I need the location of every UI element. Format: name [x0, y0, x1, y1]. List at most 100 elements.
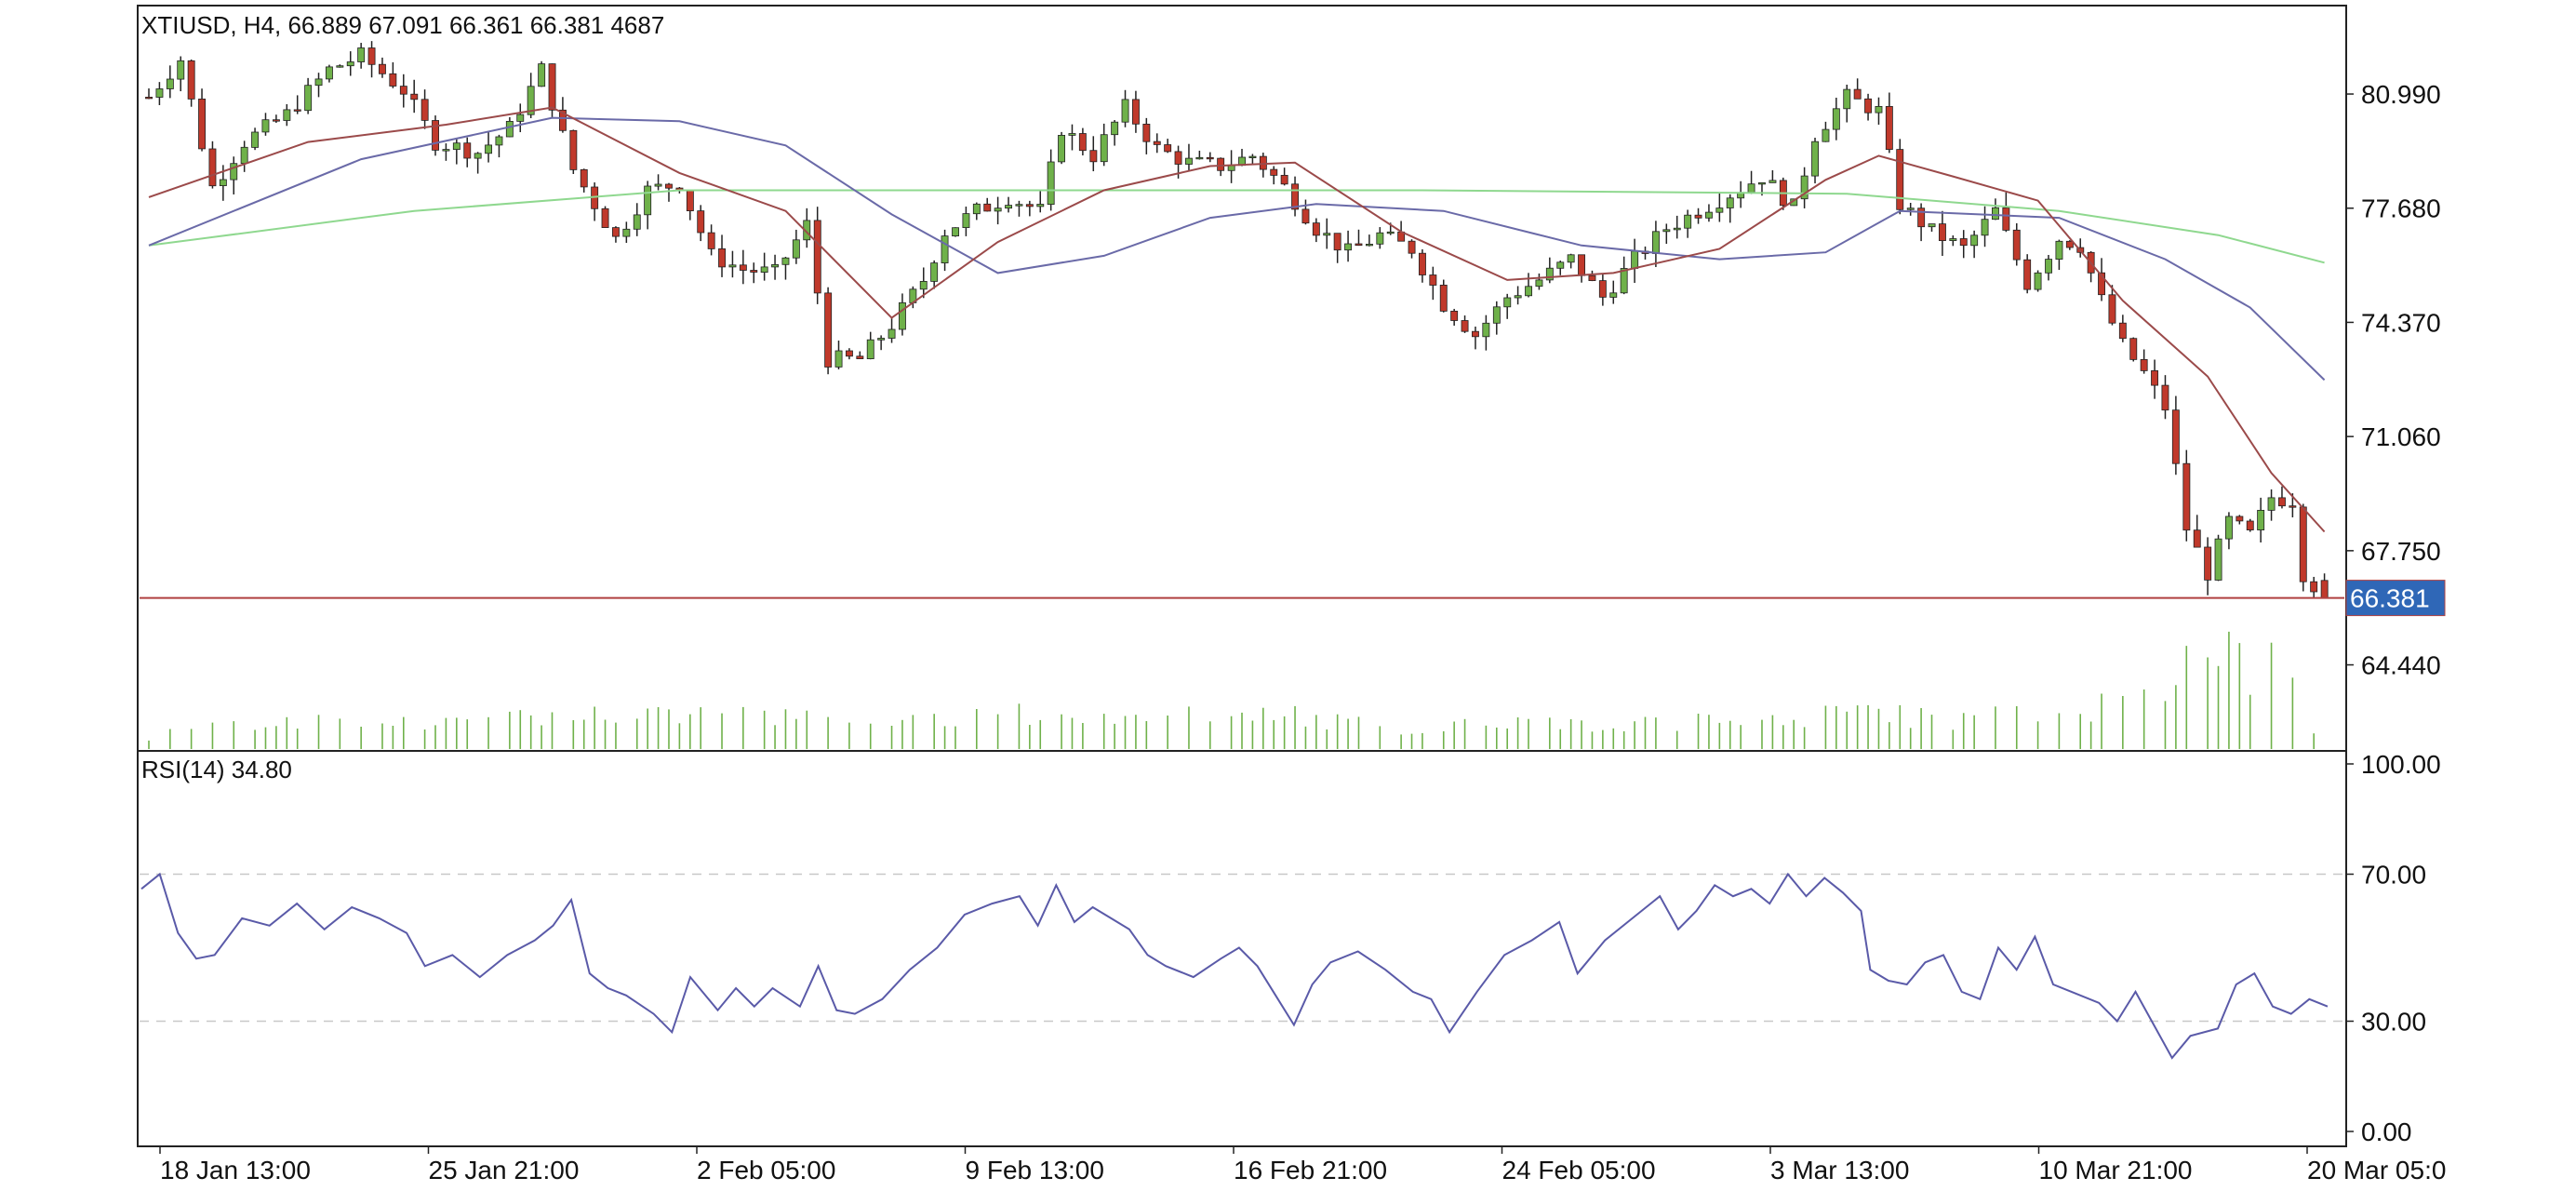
rsi-header: RSI(14) 34.80	[141, 756, 292, 783]
candle	[1588, 270, 1596, 282]
rsi-axis-ticks: 100.00 70.00 30.00 0.00	[2346, 750, 2441, 1146]
candle	[177, 56, 185, 92]
candle	[155, 82, 164, 106]
candle	[325, 64, 333, 83]
candle	[1726, 194, 1734, 223]
rsi-tick-label: 30.00	[2361, 1008, 2426, 1037]
candle	[495, 134, 503, 158]
candle	[622, 221, 631, 243]
volume-bars	[148, 631, 2315, 749]
candle	[2055, 239, 2063, 271]
candle	[283, 103, 291, 127]
candle	[2236, 515, 2244, 525]
candle	[813, 207, 821, 304]
candle	[1631, 238, 1639, 284]
price-tick-label: 77.680	[2361, 194, 2441, 223]
candle	[1429, 266, 1437, 301]
moving-average-mid	[148, 116, 2326, 381]
candle	[1015, 200, 1023, 217]
current-price-value: 66.381	[2350, 584, 2430, 613]
candle	[1217, 157, 1225, 177]
candle	[781, 256, 790, 280]
candle	[1025, 200, 1034, 217]
candle	[1822, 121, 1830, 142]
candle	[1482, 314, 1490, 351]
candle	[1885, 92, 1893, 154]
candle	[1853, 78, 1862, 100]
candle	[474, 152, 482, 174]
candle	[1121, 89, 1129, 127]
candle	[612, 226, 620, 243]
candle	[485, 131, 492, 163]
candle	[463, 137, 472, 167]
candle	[1111, 120, 1119, 146]
candle	[1609, 280, 1618, 304]
candle	[697, 205, 705, 242]
candle	[442, 143, 450, 161]
candle	[1578, 254, 1585, 283]
candle	[2140, 349, 2148, 374]
candle	[1132, 90, 1140, 133]
candle	[2267, 488, 2276, 521]
candle	[1991, 198, 1999, 221]
candle	[760, 252, 768, 281]
candle	[2277, 486, 2286, 509]
candle	[1896, 139, 1904, 215]
candle	[1811, 137, 1819, 184]
candle	[930, 260, 939, 289]
candle	[601, 206, 609, 229]
candle	[1705, 204, 1713, 222]
candle	[2023, 254, 2032, 294]
candle	[686, 190, 694, 221]
time-tick-label: 25 Jan 21:00	[429, 1156, 580, 1184]
candle	[2151, 359, 2158, 399]
candle	[899, 293, 906, 336]
candle	[1567, 253, 1575, 269]
candle	[389, 61, 397, 88]
symbol-header: XTIUSD, H4, 66.889 67.091 66.361 66.381 …	[141, 11, 664, 39]
candle	[208, 141, 217, 189]
candle	[2171, 395, 2180, 475]
candle	[1312, 218, 1320, 243]
candle	[2182, 449, 2191, 542]
candle	[378, 57, 386, 78]
candle	[1238, 148, 1246, 167]
moving-average-fast	[148, 106, 2326, 533]
candle	[1737, 181, 1745, 208]
time-tick-label: 20 Mar 05:0	[2307, 1156, 2446, 1184]
rsi-line	[140, 872, 2329, 1060]
candle	[983, 197, 992, 212]
price-tick-label: 67.750	[2361, 537, 2441, 566]
candle	[1005, 196, 1012, 213]
candle	[2193, 515, 2201, 548]
candle	[2214, 534, 2222, 582]
candle	[1928, 223, 1936, 232]
candle	[2299, 503, 2307, 592]
candle	[432, 115, 439, 156]
rsi-tick-label: 0.00	[2361, 1117, 2412, 1146]
candle	[293, 95, 301, 114]
candle	[1662, 223, 1671, 245]
rsi-reference-lines	[140, 873, 2344, 1023]
candle	[866, 331, 874, 360]
candle	[654, 174, 662, 191]
candle	[1535, 273, 1543, 290]
price-tick-label: 80.990	[2361, 80, 2441, 109]
candle	[187, 59, 195, 107]
candle	[888, 317, 896, 343]
candle	[941, 229, 949, 272]
candle	[644, 181, 652, 230]
candle	[2246, 518, 2254, 532]
candle	[803, 207, 811, 248]
candle	[1227, 150, 1235, 183]
candle	[399, 74, 407, 108]
candle	[420, 89, 429, 129]
candle	[198, 88, 206, 152]
time-tick-label: 24 Feb 05:00	[1502, 1156, 1656, 1184]
candle	[1864, 93, 1872, 121]
candle	[166, 65, 174, 99]
candle	[1366, 234, 1373, 247]
candle	[230, 156, 238, 194]
candle	[1323, 218, 1331, 249]
